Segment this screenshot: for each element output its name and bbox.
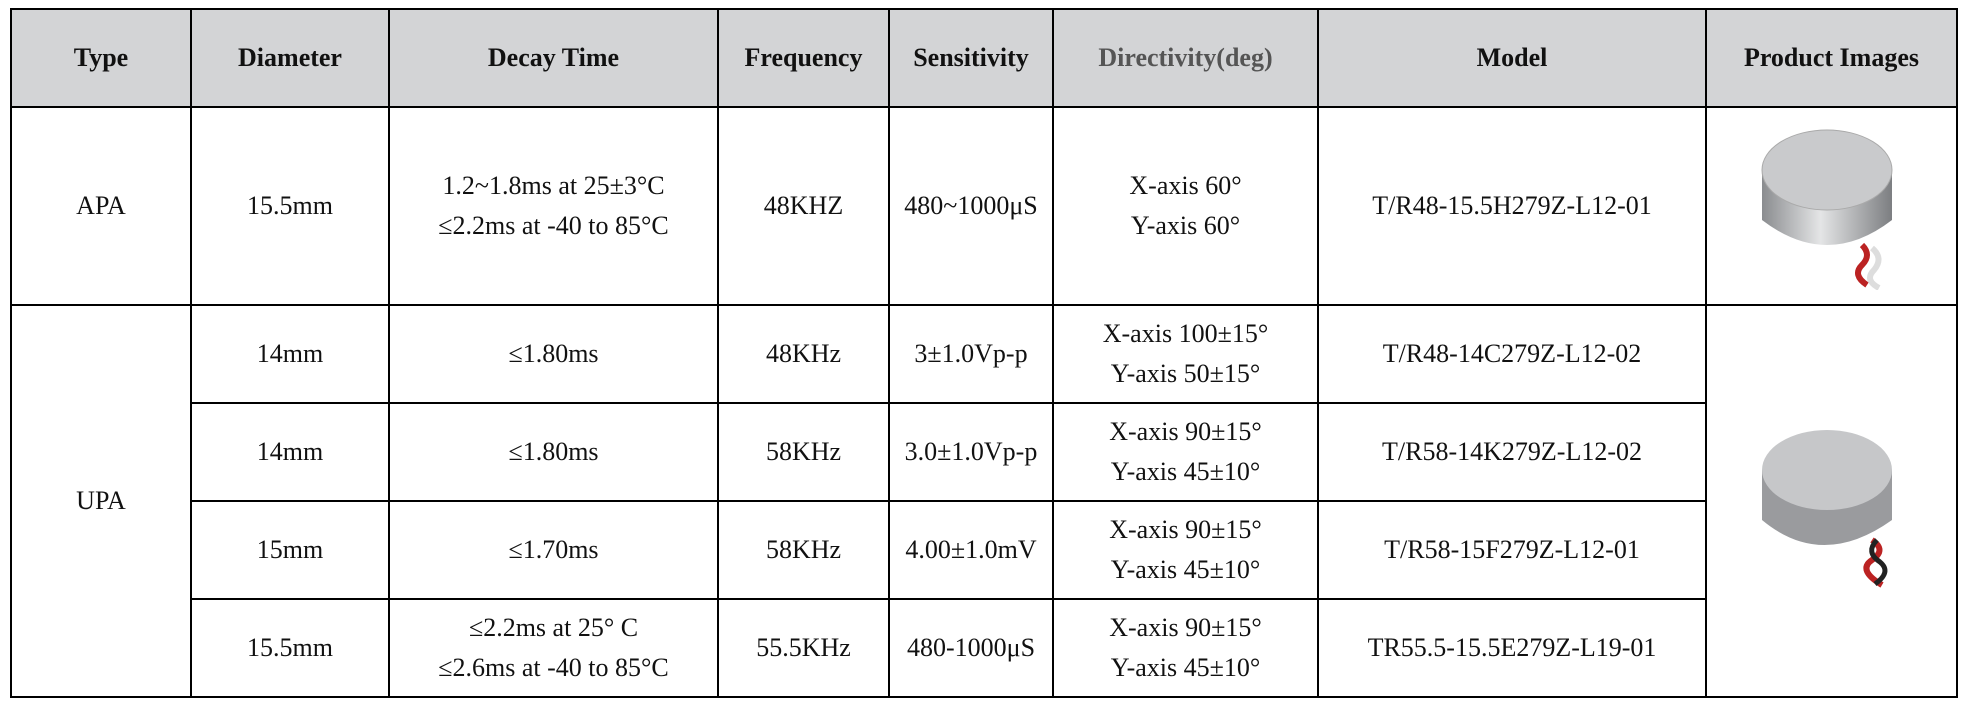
cell-line: Y-axis 60°	[1056, 206, 1315, 246]
header-cell: Frequency	[718, 9, 889, 107]
cell-line: ≤2.6ms at -40 to 85°C	[392, 648, 715, 688]
cell-line: X-axis 90±15°	[1056, 608, 1315, 648]
table-cell: T/R58-15F279Z-L12-01	[1318, 501, 1706, 599]
table-cell: X-axis 100±15°Y-axis 50±15°	[1053, 305, 1318, 403]
table-cell: X-axis 90±15°Y-axis 45±10°	[1053, 501, 1318, 599]
table-cell: 14mm	[191, 403, 389, 501]
table-row: 15.5mm≤2.2ms at 25° C≤2.6ms at -40 to 85…	[11, 599, 1957, 697]
cell-line: Y-axis 45±10°	[1056, 648, 1315, 688]
header-cell: Diameter	[191, 9, 389, 107]
header-cell: Type	[11, 9, 191, 107]
header-cell: Directivity(deg)	[1053, 9, 1318, 107]
table-cell: T/R58-14K279Z-L12-02	[1318, 403, 1706, 501]
table-cell: X-axis 90±15°Y-axis 45±10°	[1053, 403, 1318, 501]
page: TypeDiameterDecay TimeFrequencySensitivi…	[0, 0, 1963, 708]
table-cell: 15.5mm	[191, 599, 389, 697]
table-cell: 15.5mm	[191, 107, 389, 305]
table-cell: 58KHz	[718, 403, 889, 501]
cell-line: X-axis 90±15°	[1056, 412, 1315, 452]
table-cell: 14mm	[191, 305, 389, 403]
header-cell: Product Images	[1706, 9, 1957, 107]
table-cell: 3.0±1.0Vp-p	[889, 403, 1053, 501]
table-cell: ≤1.80ms	[389, 403, 718, 501]
table-cell: ≤1.80ms	[389, 305, 718, 403]
table-cell: TR55.5-15.5E279Z-L19-01	[1318, 599, 1706, 697]
cell-line: X-axis 90±15°	[1056, 510, 1315, 550]
product-image	[1752, 400, 1912, 590]
header-cell: Model	[1318, 9, 1706, 107]
table-cell: T/R48-15.5H279Z-L12-01	[1318, 107, 1706, 305]
cell-line: ≤2.2ms at 25° C	[392, 608, 715, 648]
table-cell: X-axis 60°Y-axis 60°	[1053, 107, 1318, 305]
table-cell: 480~1000μS	[889, 107, 1053, 305]
table-cell: APA	[11, 107, 191, 305]
table-cell: 48KHz	[718, 305, 889, 403]
product-image	[1752, 110, 1912, 290]
cell-line: X-axis 100±15°	[1056, 314, 1315, 354]
table-cell: 48KHZ	[718, 107, 889, 305]
table-cell: UPA	[11, 305, 191, 697]
cell-line: Y-axis 45±10°	[1056, 452, 1315, 492]
table-cell: 4.00±1.0mV	[889, 501, 1053, 599]
table-cell: 480-1000μS	[889, 599, 1053, 697]
cell-line: Y-axis 50±15°	[1056, 354, 1315, 394]
table-cell: 3±1.0Vp-p	[889, 305, 1053, 403]
table-cell: ≤1.70ms	[389, 501, 718, 599]
header-cell: Decay Time	[389, 9, 718, 107]
table-cell: ≤2.2ms at 25° C≤2.6ms at -40 to 85°C	[389, 599, 718, 697]
cell-line: ≤2.2ms at -40 to 85°C	[392, 206, 715, 246]
image-cell	[1706, 305, 1957, 697]
header-cell: Sensitivity	[889, 9, 1053, 107]
table-cell: 1.2~1.8ms at 25±3°C≤2.2ms at -40 to 85°C	[389, 107, 718, 305]
table-cell: X-axis 90±15°Y-axis 45±10°	[1053, 599, 1318, 697]
image-cell	[1706, 107, 1957, 305]
table-cell: 58KHz	[718, 501, 889, 599]
table-cell: T/R48-14C279Z-L12-02	[1318, 305, 1706, 403]
cell-line: Y-axis 45±10°	[1056, 550, 1315, 590]
cell-line: 1.2~1.8ms at 25±3°C	[392, 166, 715, 206]
table-cell: 15mm	[191, 501, 389, 599]
cell-line: X-axis 60°	[1056, 166, 1315, 206]
table-cell: 55.5KHz	[718, 599, 889, 697]
